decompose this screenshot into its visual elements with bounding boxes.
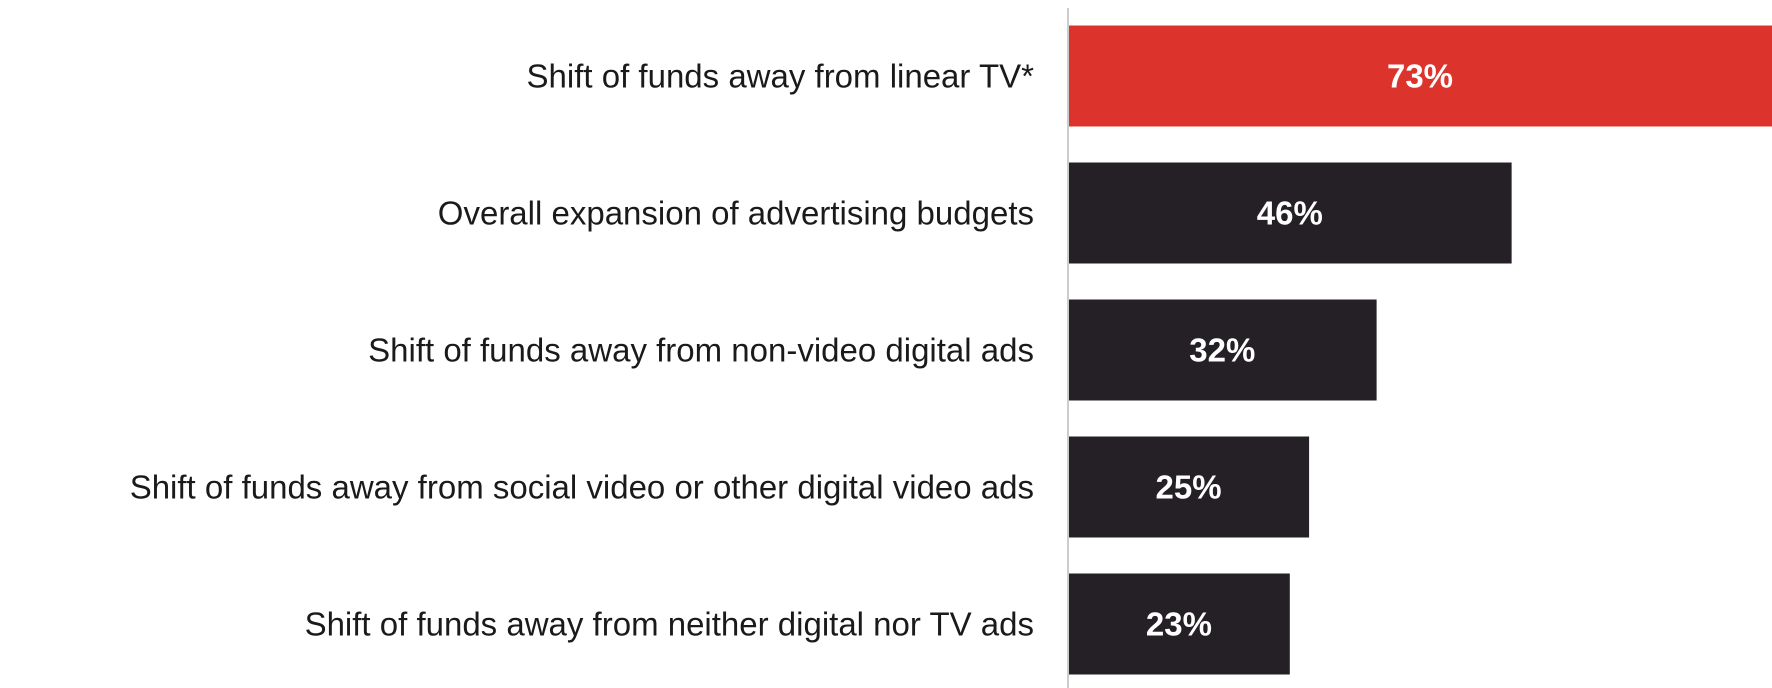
value-label: 46% [1257, 195, 1323, 232]
category-label: Shift of funds away from linear TV* [527, 58, 1035, 95]
bar [1068, 162, 1512, 264]
value-label: 32% [1189, 332, 1255, 369]
bars-layer [1068, 25, 1772, 675]
value-label: 73% [1387, 58, 1453, 95]
value-label: 23% [1146, 606, 1212, 643]
bar [1068, 299, 1377, 401]
category-label: Shift of funds away from neither digital… [305, 606, 1034, 643]
bar [1068, 436, 1310, 538]
category-label: Shift of funds away from non-video digit… [368, 332, 1034, 369]
value-label: 25% [1156, 469, 1222, 506]
category-label: Shift of funds away from social video or… [130, 469, 1034, 506]
category-label: Overall expansion of advertising budgets [438, 195, 1034, 232]
value-labels: 73% 46% 32% 25% 23% [1146, 58, 1453, 643]
category-labels: Shift of funds away from linear TV* Overa… [130, 58, 1034, 643]
bar [1068, 25, 1772, 127]
bar [1068, 573, 1290, 675]
